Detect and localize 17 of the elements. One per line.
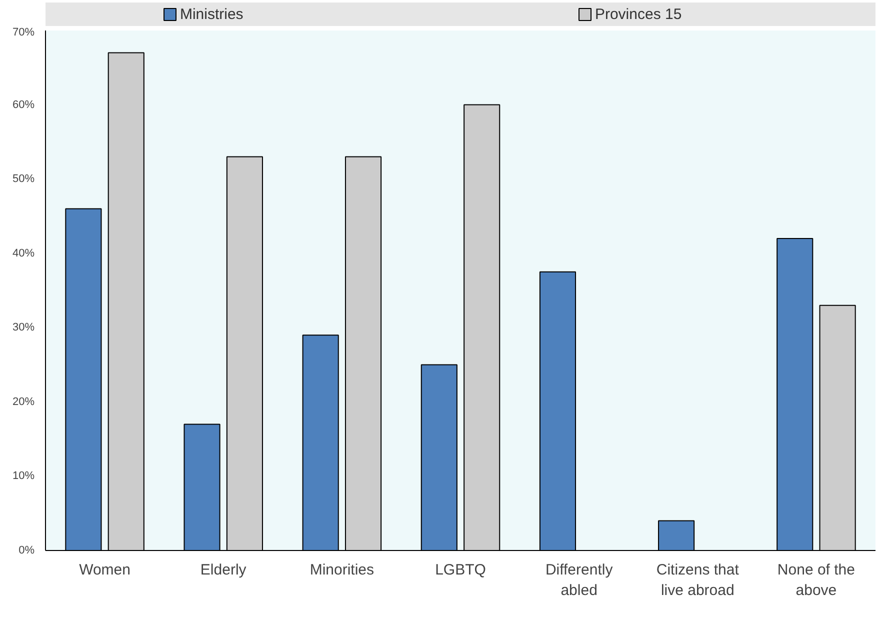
x-tick-label: Citizens that live abroad	[656, 562, 740, 599]
legend-label: Ministries	[180, 6, 244, 23]
y-tick-label: 0%	[18, 544, 35, 556]
x-tick-label: LGBTQ	[435, 562, 486, 578]
y-tick-label: 10%	[12, 470, 35, 482]
y-tick-label: 70%	[12, 26, 35, 38]
x-tick-label: None of the above	[777, 562, 855, 599]
y-tick-label: 30%	[12, 322, 35, 334]
x-tick-label: Women	[79, 562, 131, 578]
x-tick-label: Minorities	[310, 562, 374, 578]
y-tick-label: 60%	[12, 98, 35, 111]
y-tick-label: 40%	[12, 247, 35, 260]
x-tick-label: Elderly	[200, 562, 247, 578]
y-tick-label: 50%	[12, 173, 35, 186]
x-tick-label: Differently abled	[545, 562, 614, 599]
legend-label: Provinces 15	[594, 6, 682, 23]
y-tick-label: 20%	[12, 396, 35, 408]
